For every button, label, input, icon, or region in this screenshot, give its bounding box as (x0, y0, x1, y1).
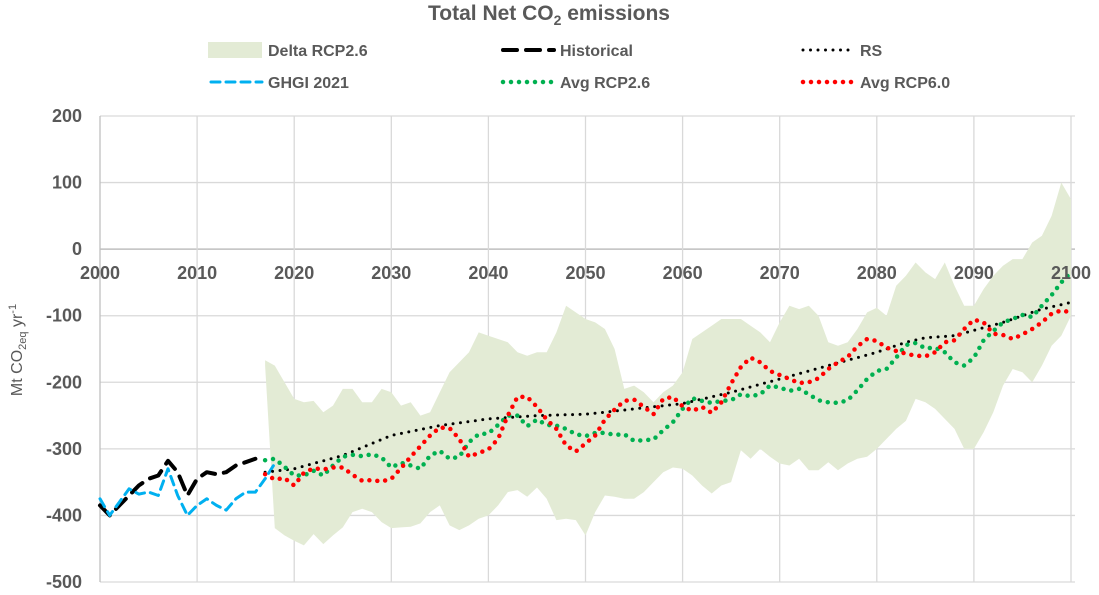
y-tick-label: -200 (46, 372, 82, 392)
legend-label-rs: RS (860, 43, 883, 60)
series-rs (263, 300, 1073, 474)
y-tick-label: 100 (52, 173, 82, 193)
x-tick-label: 2020 (274, 263, 314, 283)
x-tick-label: 2100 (1051, 263, 1091, 283)
legend-label-avg-rcp2-6: Avg RCP2.6 (560, 75, 650, 92)
legend-label-delta-rcp2-6: Delta RCP2.6 (268, 43, 368, 60)
chart-title: Total Net CO2 emissions (428, 2, 670, 28)
x-tick-label: 2050 (565, 263, 605, 283)
y-tick-label: 200 (52, 106, 82, 126)
x-tick-label: 2080 (857, 263, 897, 283)
plot-area (98, 182, 1074, 546)
series-historical (98, 456, 258, 518)
x-tick-label: 2000 (80, 263, 120, 283)
series-avg-rcp2-6 (262, 270, 1074, 478)
x-tick-label: 2060 (663, 263, 703, 283)
x-tick-label: 2040 (468, 263, 508, 283)
x-tick-label: 2070 (760, 263, 800, 283)
x-tick-label: 2010 (177, 263, 217, 283)
y-tick-label: -300 (46, 439, 82, 459)
band-delta-rcp2-6 (265, 182, 1072, 546)
y-tick-label: -100 (46, 306, 82, 326)
y-tick-label: 0 (72, 239, 82, 259)
x-tick-label: 2030 (371, 263, 411, 283)
y-axis-label: Mt CO2eq yr-1 (7, 304, 29, 396)
tick-labels: 200 100 0 -100 -200 -300 -400 -500 2000 2010 2020 2… (46, 106, 1091, 592)
y-tick-label: -500 (46, 572, 82, 590)
y-tick-label: -400 (46, 505, 82, 525)
legend: Delta RCP2.6 Historical RS GHGI 2021 Avg RCP… (208, 42, 950, 92)
x-tick-label: 2090 (954, 263, 994, 283)
legend-label-historical: Historical (560, 43, 633, 60)
series-avg-rcp6-0 (262, 308, 1074, 488)
legend-label-ghgi-2021: GHGI 2021 (268, 75, 349, 92)
series-ghgi-2021 (98, 462, 277, 517)
legend-swatch-delta-rcp2-6 (208, 42, 262, 58)
legend-label-avg-rcp6-0: Avg RCP6.0 (860, 75, 950, 92)
